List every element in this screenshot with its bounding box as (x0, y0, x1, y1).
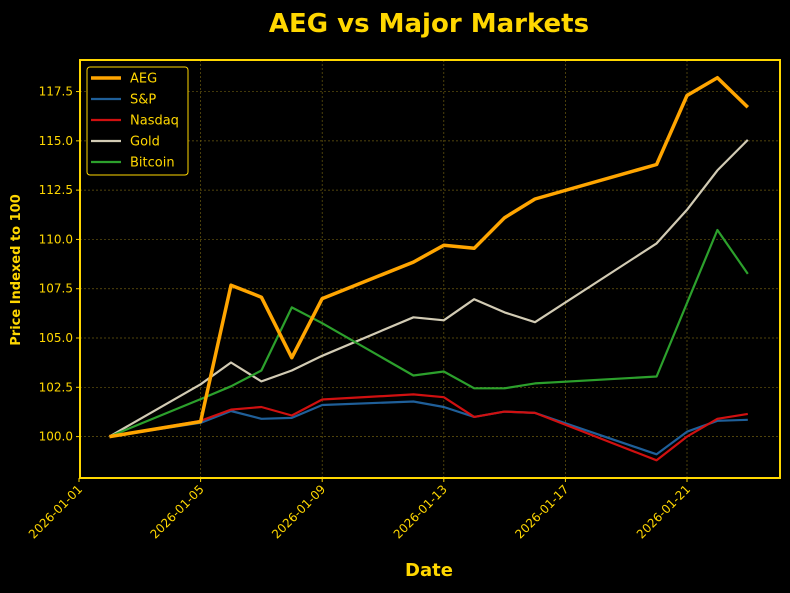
legend-label: AEG (130, 72, 157, 87)
grid (80, 60, 780, 478)
legend-label: Nasdaq (130, 114, 179, 129)
series-line-nasdaq (109, 393, 748, 462)
series-line-sp (109, 400, 748, 456)
legend-label: Bitcoin (130, 156, 175, 171)
series-line-gold (108, 139, 749, 438)
legend-label: Gold (130, 135, 160, 150)
y-tick-label: 117.5 (39, 85, 73, 99)
y-axis-label: Price Indexed to 100 (9, 194, 24, 346)
y-tick-label: 110.0 (39, 232, 73, 246)
series-lines (108, 75, 750, 462)
legend: AEG S&P Nasdaq Gold Bitcoin (86, 66, 189, 176)
plot-frame (79, 59, 781, 479)
legend-box (86, 66, 189, 176)
chart-title: AEG vs Major Markets (269, 9, 589, 39)
y-tick-label: 100.0 (39, 430, 73, 444)
series-line-bitcoin (108, 228, 749, 438)
x-axis-label: Date (405, 560, 453, 581)
y-tick-label: 112.5 (39, 183, 73, 197)
y-tick-label: 102.5 (39, 380, 73, 394)
y-tick-label: 107.5 (39, 282, 73, 296)
series-line-aeg (109, 75, 750, 439)
y-tick-label: 115.0 (39, 134, 73, 148)
legend-label: S&P (130, 93, 156, 108)
y-tick-label: 105.0 (39, 331, 73, 345)
